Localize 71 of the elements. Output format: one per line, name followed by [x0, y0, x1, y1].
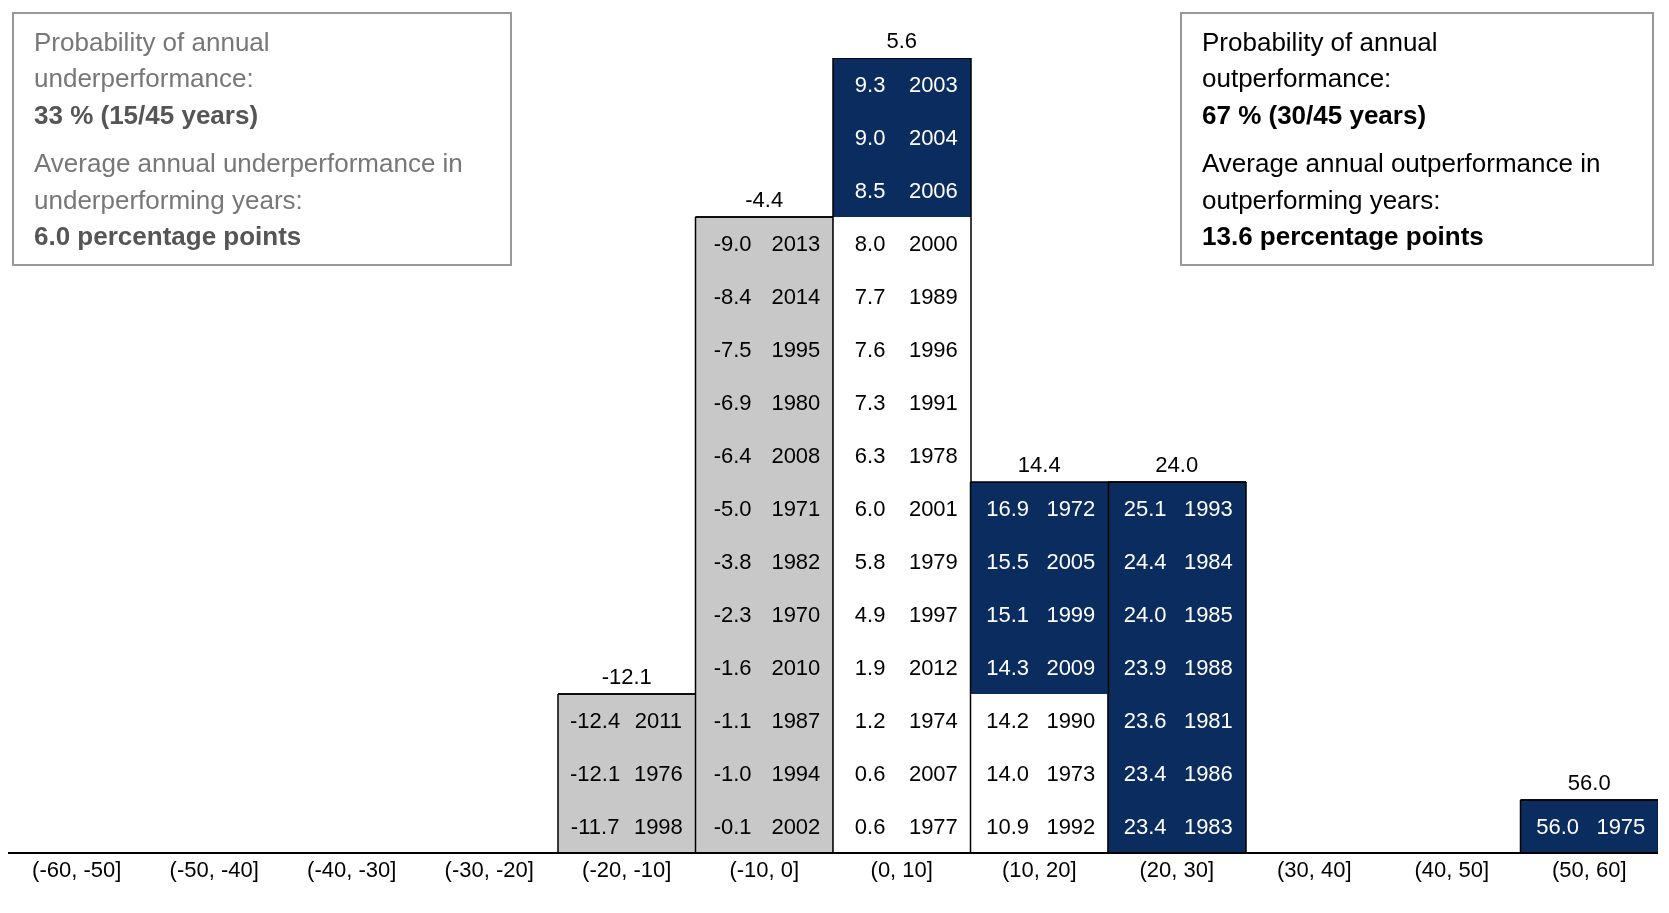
annotation: Average annual underperformance in underperforming years: — [34, 147, 464, 217]
annotation: -8.4 2014 — [713, 284, 821, 310]
annotation: 23.4 1986 — [1123, 761, 1233, 787]
annotation: -2.3 1970 — [713, 602, 821, 628]
annotation: 9.3 2003 — [854, 72, 958, 98]
annotation: 8.5 2006 — [854, 178, 958, 204]
annotation: 23.9 1988 — [1123, 655, 1233, 681]
annotation: 1.9 2012 — [854, 655, 958, 681]
annotation: 7.6 1996 — [854, 337, 958, 363]
annotation: 56.0 1975 — [1536, 814, 1646, 840]
x-tick-label: (50, 60] — [1551, 856, 1627, 882]
annotation: 14.0 1973 — [986, 761, 1096, 787]
x-tick-label: (20, 30] — [1139, 856, 1215, 882]
annotation: -3.8 1982 — [713, 549, 821, 575]
annotation: -6.9 1980 — [713, 390, 821, 416]
annotation: 5.8 1979 — [854, 549, 958, 575]
x-tick-label: (30, 40] — [1276, 856, 1352, 882]
annotation: 7.3 1991 — [854, 390, 958, 416]
annotation: 8.0 2000 — [854, 231, 958, 257]
annotation: -4.4 — [745, 187, 784, 212]
annotation: 24.4 1984 — [1123, 549, 1233, 575]
x-tick-label: (-60, -50] — [32, 856, 122, 882]
annotation: -0.1 2002 — [713, 814, 821, 840]
annotation: 15.5 2005 — [986, 549, 1096, 575]
annotation: 24.0 1985 — [1123, 602, 1233, 628]
annotation: 13.6 percentage points — [1202, 219, 1485, 253]
x-tick-label: (-30, -20] — [444, 856, 534, 882]
annotation: 14.3 2009 — [986, 655, 1096, 681]
annotation: -12.1 — [601, 664, 652, 689]
annotation: -12.4 2011 — [570, 708, 683, 734]
annotation: 14.4 — [1017, 451, 1061, 477]
annotation: 33 % (15/45 years) — [34, 98, 260, 132]
annotation: -1.6 2010 — [713, 655, 821, 681]
annotation: 9.0 2004 — [854, 125, 958, 151]
annotation: -6.4 2008 — [713, 443, 821, 469]
x-tick-label: (40, 50] — [1414, 856, 1490, 882]
x-tick-label: (-50, -40] — [169, 856, 259, 882]
annotation: 14.2 1990 — [986, 708, 1096, 734]
annotation: 6.0 2001 — [854, 496, 958, 522]
annotation: 23.6 1981 — [1123, 708, 1233, 734]
x-tick-label: (10, 20] — [1001, 856, 1077, 882]
annotation: -1.1 1987 — [713, 708, 821, 734]
annotation: 56.0 — [1567, 769, 1611, 795]
annotation: 7.7 1989 — [854, 284, 958, 310]
annotation: 16.9 1972 — [986, 496, 1096, 522]
annotation: Average annual outperformance in outperforming years: — [1202, 147, 1602, 217]
annotation: -7.5 1995 — [713, 337, 821, 363]
x-tick-label: (-20, -10] — [582, 856, 672, 882]
annotation: -11.7 1998 — [570, 814, 683, 840]
annotation: 15.1 1999 — [986, 602, 1096, 628]
annotation: Probability of annual outperformance: — [1202, 26, 1439, 96]
annotation: 5.6 — [886, 28, 918, 53]
annotation: 6.0 percentage points — [34, 219, 303, 253]
annotation: -9.0 2013 — [713, 231, 821, 257]
annotation: Probability of annual underperformance: — [34, 26, 271, 96]
annotation: 25.1 1993 — [1123, 496, 1233, 522]
x-tick-label: (0, 10] — [870, 856, 933, 882]
annotation: 1.2 1974 — [854, 708, 958, 734]
annotation: 4.9 1997 — [854, 602, 958, 628]
annotation: 6.3 1978 — [854, 443, 958, 469]
annotation: 67 % (30/45 years) — [1202, 98, 1428, 132]
annotation: 0.6 1977 — [854, 814, 958, 840]
annotation: -1.0 1994 — [713, 761, 821, 787]
annotation: 10.9 1992 — [986, 814, 1096, 840]
annotation: 24.0 — [1155, 451, 1199, 477]
x-tick-label: (-10, 0] — [729, 856, 800, 882]
annotation: 23.4 1983 — [1123, 814, 1233, 840]
annotation: -12.1 1976 — [570, 761, 683, 787]
annotation: 0.6 2007 — [854, 761, 958, 787]
annotation: -5.0 1971 — [713, 496, 821, 522]
x-tick-label: (-40, -30] — [307, 856, 397, 882]
